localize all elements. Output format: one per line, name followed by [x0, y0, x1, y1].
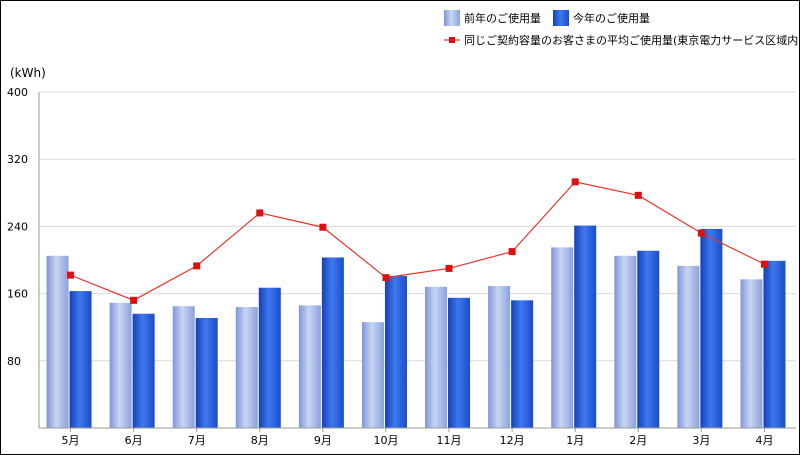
- average-point-9: [571, 178, 579, 186]
- bar-previous-year-2: [109, 302, 132, 428]
- axes: [38, 92, 796, 429]
- x-tick-label: 5月: [62, 434, 80, 447]
- x-tick-label: 12月: [500, 434, 525, 447]
- x-tick-label: 2月: [629, 434, 647, 447]
- average-point-6: [382, 274, 390, 282]
- bar-previous-year-10: [614, 255, 637, 428]
- bar-this-year-7: [448, 297, 471, 428]
- average-point-8: [508, 248, 516, 256]
- bar-previous-year-1: [46, 255, 69, 428]
- x-tick-label: 7月: [188, 434, 206, 447]
- bar-previous-year-7: [425, 286, 448, 428]
- y-tick-label: 240: [7, 220, 28, 233]
- grid: [39, 91, 796, 362]
- bar-previous-year-4: [235, 307, 258, 428]
- bar-previous-year-5: [298, 305, 321, 428]
- bar-this-year-12: [763, 260, 786, 428]
- x-tick-label: 3月: [692, 434, 710, 447]
- bar-this-year-10: [637, 250, 660, 428]
- x-tick-label: 11月: [437, 434, 462, 447]
- average-point-1: [67, 271, 75, 279]
- y-tick-label: 160: [7, 288, 28, 301]
- y-tick-label: 400: [7, 86, 28, 99]
- average-point-2: [130, 296, 138, 304]
- legend-swatch-this-year: [553, 10, 569, 26]
- bar-this-year-6: [384, 275, 407, 428]
- average-series-line: [70, 181, 765, 301]
- x-tick-label: 4月: [755, 434, 773, 447]
- legend: 前年のご使用量 今年のご使用量 同じご契約容量のお客さまの平均ご使用量(東京電力…: [444, 10, 799, 47]
- y-tick-label: 80: [7, 355, 21, 368]
- y-tick-label: 320: [7, 153, 28, 166]
- legend-label-this-year: 今年のご使用量: [573, 11, 650, 25]
- average-line: [67, 178, 768, 304]
- bar-this-year-2: [132, 313, 155, 428]
- bar-this-year-3: [195, 317, 218, 428]
- average-point-3: [193, 262, 201, 270]
- x-tick-label: 9月: [314, 434, 332, 447]
- bar-previous-year-8: [488, 286, 511, 428]
- bar-this-year-9: [574, 225, 597, 428]
- bar-previous-year-3: [172, 306, 195, 428]
- tick-labels: 80 160 240 320 400 5月 6月 7月 8月 9月 10月 11月 12月 1月 2月 3月 4…: [7, 86, 773, 447]
- x-tick-label: 1月: [566, 434, 584, 447]
- bar-previous-year-9: [551, 247, 574, 428]
- x-tick-label: 8月: [251, 434, 269, 447]
- legend-marker-average: [449, 37, 455, 43]
- average-point-5: [319, 223, 327, 231]
- y-axis-unit-label: (kWh): [10, 66, 46, 80]
- x-tick-label: 10月: [373, 434, 398, 447]
- average-point-11: [697, 229, 705, 237]
- bar-this-year-11: [700, 228, 723, 428]
- bar-this-year-5: [321, 257, 344, 428]
- average-point-7: [445, 264, 453, 272]
- legend-label-previous-year: 前年のご使用量: [464, 11, 541, 25]
- bar-this-year-4: [258, 287, 281, 428]
- bar-this-year-1: [69, 291, 92, 428]
- bar-previous-year-11: [677, 265, 700, 428]
- average-point-4: [256, 209, 264, 217]
- bars: [46, 225, 786, 428]
- legend-label-average: 同じご契約容量のお客さまの平均ご使用量(東京電力サービス区域内): [464, 33, 799, 47]
- legend-swatch-previous-year: [444, 10, 460, 26]
- x-tick-label: 6月: [125, 434, 143, 447]
- average-point-10: [634, 191, 642, 199]
- bar-previous-year-6: [361, 322, 384, 428]
- average-point-12: [760, 260, 768, 268]
- bar-this-year-8: [511, 300, 534, 428]
- bar-previous-year-12: [740, 279, 763, 428]
